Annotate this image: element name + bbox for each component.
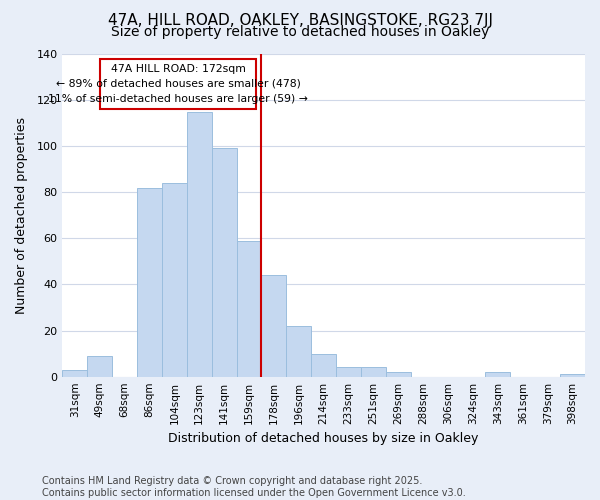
Bar: [236, 240, 262, 376]
Bar: [361, 368, 386, 376]
Bar: [311, 354, 336, 376]
Bar: [560, 374, 585, 376]
FancyBboxPatch shape: [100, 58, 256, 110]
Text: 47A, HILL ROAD, OAKLEY, BASINGSTOKE, RG23 7JJ: 47A, HILL ROAD, OAKLEY, BASINGSTOKE, RG2…: [107, 12, 493, 28]
Bar: [137, 188, 162, 376]
Bar: [62, 370, 87, 376]
Bar: [386, 372, 411, 376]
Bar: [286, 326, 311, 376]
Bar: [485, 372, 511, 376]
Y-axis label: Number of detached properties: Number of detached properties: [15, 117, 28, 314]
Bar: [212, 148, 236, 376]
Text: Size of property relative to detached houses in Oakley: Size of property relative to detached ho…: [111, 25, 489, 39]
X-axis label: Distribution of detached houses by size in Oakley: Distribution of detached houses by size …: [169, 432, 479, 445]
Text: Contains HM Land Registry data © Crown copyright and database right 2025.
Contai: Contains HM Land Registry data © Crown c…: [42, 476, 466, 498]
Bar: [87, 356, 112, 376]
Bar: [162, 183, 187, 376]
Text: 47A HILL ROAD: 172sqm
← 89% of detached houses are smaller (478)
11% of semi-det: 47A HILL ROAD: 172sqm ← 89% of detached …: [48, 64, 308, 104]
Bar: [262, 276, 286, 376]
Bar: [336, 368, 361, 376]
Bar: [187, 112, 212, 376]
